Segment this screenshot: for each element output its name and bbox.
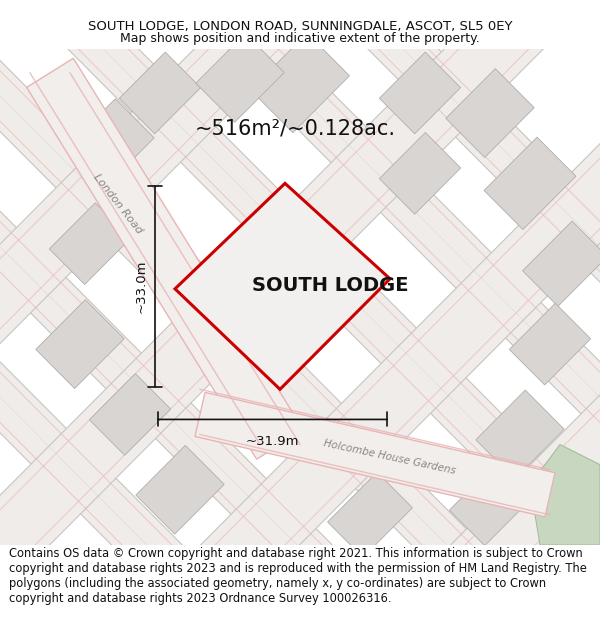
Polygon shape	[0, 319, 600, 625]
Text: ~31.9m: ~31.9m	[246, 435, 299, 448]
Polygon shape	[175, 183, 390, 389]
Polygon shape	[484, 138, 576, 229]
Polygon shape	[328, 472, 412, 558]
Polygon shape	[26, 58, 304, 459]
Polygon shape	[530, 444, 600, 545]
Polygon shape	[0, 0, 467, 625]
Polygon shape	[446, 69, 534, 158]
Text: Holcombe House Gardens: Holcombe House Gardens	[323, 438, 457, 476]
Polygon shape	[195, 392, 555, 517]
Polygon shape	[119, 52, 200, 134]
Polygon shape	[89, 374, 170, 455]
Polygon shape	[251, 33, 349, 132]
Polygon shape	[449, 464, 530, 546]
Polygon shape	[196, 34, 284, 123]
Polygon shape	[509, 303, 590, 385]
Polygon shape	[49, 202, 131, 284]
Polygon shape	[0, 0, 317, 625]
Polygon shape	[379, 52, 461, 134]
Text: SOUTH LODGE: SOUTH LODGE	[252, 276, 408, 296]
Text: ~33.0m: ~33.0m	[134, 259, 148, 313]
Polygon shape	[66, 99, 154, 188]
Polygon shape	[136, 446, 224, 534]
Text: Map shows position and indicative extent of the property.: Map shows position and indicative extent…	[120, 32, 480, 45]
Text: ~516m²/~0.128ac.: ~516m²/~0.128ac.	[194, 118, 395, 138]
Text: Contains OS data © Crown copyright and database right 2021. This information is : Contains OS data © Crown copyright and d…	[9, 547, 587, 604]
Polygon shape	[0, 0, 600, 419]
Polygon shape	[379, 132, 461, 214]
Polygon shape	[0, 68, 600, 625]
Polygon shape	[36, 300, 124, 389]
Polygon shape	[523, 221, 600, 306]
Polygon shape	[476, 390, 564, 479]
Polygon shape	[82, 0, 600, 625]
Text: London Road: London Road	[92, 172, 145, 235]
Text: SOUTH LODGE, LONDON ROAD, SUNNINGDALE, ASCOT, SL5 0EY: SOUTH LODGE, LONDON ROAD, SUNNINGDALE, A…	[88, 20, 512, 32]
Polygon shape	[232, 0, 600, 625]
